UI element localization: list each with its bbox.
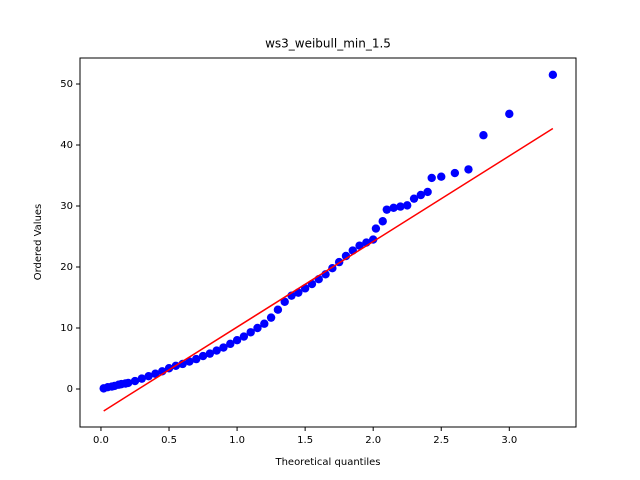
data-point <box>396 202 405 211</box>
data-point <box>479 131 488 140</box>
data-point <box>505 109 514 119</box>
data-point <box>464 165 473 174</box>
y-tick-label: 40 <box>60 140 73 151</box>
x-tick-label: 3.0 <box>501 435 517 446</box>
data-point <box>239 332 249 341</box>
data-point <box>423 187 432 197</box>
data-point <box>232 335 242 345</box>
data-point <box>205 349 215 358</box>
data-point <box>368 235 378 244</box>
data-point <box>548 70 558 80</box>
data-point <box>130 376 140 386</box>
data-point <box>144 371 153 381</box>
data-point <box>246 328 255 337</box>
data-point <box>403 201 412 210</box>
y-tick-label: 50 <box>60 79 73 90</box>
data-point <box>427 173 436 183</box>
data-point <box>226 339 235 349</box>
x-tick-label: 2.5 <box>433 435 449 446</box>
x-axis-label: Theoretical quantiles <box>274 457 380 468</box>
data-point <box>437 172 446 181</box>
data-point <box>192 354 201 364</box>
x-tick-label: 1.0 <box>229 435 245 446</box>
y-axis-label: Ordered Values <box>33 204 44 281</box>
data-point <box>212 346 221 355</box>
plot-area <box>99 70 558 412</box>
data-point <box>355 241 364 250</box>
data-point <box>273 305 283 314</box>
y-tick-label: 10 <box>60 323 73 334</box>
y-tick-label: 0 <box>67 384 73 395</box>
data-point <box>253 323 262 333</box>
y-tick-label: 20 <box>60 262 73 273</box>
data-point <box>137 374 146 383</box>
data-point <box>185 357 194 366</box>
data-point <box>378 217 387 226</box>
fit-line <box>103 127 554 412</box>
data-point <box>219 343 228 352</box>
x-tick-label: 1.5 <box>297 435 313 446</box>
data-point <box>280 297 289 306</box>
data-point <box>450 168 460 178</box>
data-point <box>389 203 398 213</box>
data-point <box>198 351 208 361</box>
axes-frame <box>79 57 577 428</box>
data-point <box>416 190 426 200</box>
x-tick-label: 2.0 <box>365 435 381 446</box>
y-tick-label: 30 <box>60 201 73 212</box>
chart-title: ws3_weibull_min_1.5 <box>265 37 391 51</box>
data-point <box>371 224 381 233</box>
data-point <box>260 319 269 328</box>
x-tick-label: 0.5 <box>161 435 177 446</box>
data-point <box>123 378 133 388</box>
data-point <box>382 205 392 214</box>
data-point <box>409 194 419 203</box>
data-point <box>151 369 160 378</box>
x-tick-label: 0.0 <box>93 435 109 446</box>
data-point <box>266 313 276 322</box>
